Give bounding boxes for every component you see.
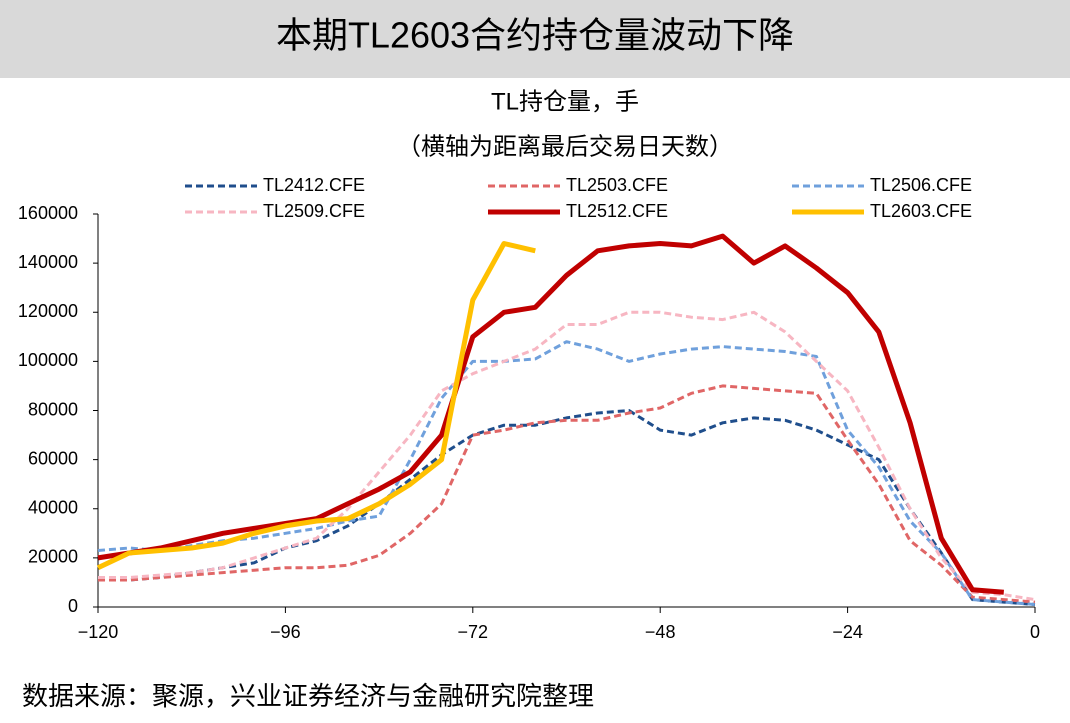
header-band bbox=[0, 0, 1070, 78]
y-tick-label: 60000 bbox=[28, 448, 78, 468]
x-tick-label: −96 bbox=[270, 622, 301, 642]
x-tick-label: −24 bbox=[832, 622, 863, 642]
x-tick-label: 0 bbox=[1030, 622, 1040, 642]
legend-label: TL2503.CFE bbox=[566, 175, 668, 195]
legend-label: TL2506.CFE bbox=[870, 175, 972, 195]
header-title: 本期TL2603合约持仓量波动下降 bbox=[276, 15, 794, 56]
series-line bbox=[97, 340, 1036, 606]
chart-subtitle: （横轴为距离最后交易日天数） bbox=[397, 133, 733, 160]
y-tick-label: 140000 bbox=[18, 252, 78, 272]
chart-title: TL持仓量，手 bbox=[491, 88, 639, 115]
series-line bbox=[98, 409, 1036, 606]
series-line bbox=[98, 310, 1036, 602]
source-note: 数据来源：聚源，兴业证券经济与金融研究院整理 bbox=[22, 681, 594, 711]
series-line bbox=[96, 241, 536, 570]
x-tick-label: −48 bbox=[645, 622, 676, 642]
y-tick-label: 20000 bbox=[28, 547, 78, 567]
legend-label: TL2509.CFE bbox=[263, 201, 365, 221]
legend-label: TL2512.CFE bbox=[566, 201, 668, 221]
x-tick-label: −72 bbox=[458, 622, 489, 642]
y-tick-label: 160000 bbox=[18, 203, 78, 223]
series-line bbox=[97, 233, 1004, 595]
y-tick-label: 80000 bbox=[28, 399, 78, 419]
y-tick-label: 0 bbox=[68, 596, 78, 616]
x-tick-label: −120 bbox=[78, 622, 119, 642]
y-tick-label: 100000 bbox=[18, 350, 78, 370]
y-tick-label: 120000 bbox=[18, 301, 78, 321]
y-tick-label: 40000 bbox=[28, 498, 78, 518]
legend-label: TL2603.CFE bbox=[870, 201, 972, 221]
legend-label: TL2412.CFE bbox=[263, 175, 365, 195]
series-line bbox=[98, 384, 1036, 604]
